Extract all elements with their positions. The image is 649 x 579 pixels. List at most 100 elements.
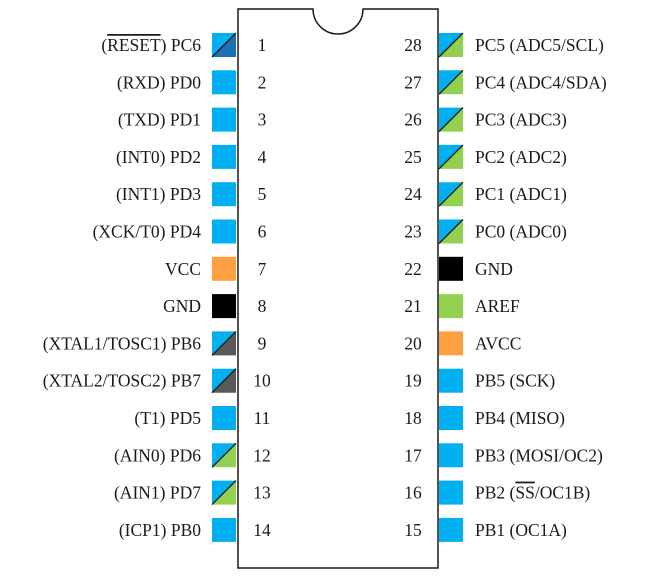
pin-label: PB5 (SCK) (475, 371, 555, 391)
pin-label: VCC (165, 259, 201, 279)
pin-number: 20 (404, 333, 422, 353)
pin-label: (T1) PD5 (134, 408, 201, 428)
pin-marker (211, 32, 237, 58)
pin-label-text: AVCC (475, 333, 521, 353)
pin-marker (438, 219, 464, 244)
pin-number: 10 (253, 371, 271, 391)
pin-marker (212, 107, 236, 132)
pin-number: 6 (258, 222, 267, 242)
pin-marker (212, 256, 236, 281)
pin-marker (211, 442, 237, 468)
pin-label: (AIN1) PD7 (114, 483, 201, 503)
pin-number: 12 (253, 445, 271, 465)
pin-label-text: (AIN1) PD7 (114, 483, 201, 503)
pin-number: 26 (404, 110, 422, 130)
right-pin-row: PC2 (ADC2) 25 (404, 144, 567, 170)
pin-label: PB3 (MOSI/OC2) (475, 445, 603, 465)
right-pin-row: PB1 (OC1A) 15 (404, 517, 567, 542)
pin-marker (438, 69, 464, 95)
pin-marker (439, 331, 463, 356)
right-pin-row: AREF 21 (404, 294, 520, 319)
pin-label-text: PB3 (MOSI/OC2) (475, 445, 603, 465)
left-pin-row: (RXD) PD0 2 (117, 70, 266, 95)
pin-marker (438, 144, 464, 170)
pin-label-text: PC4 (ADC4/SDA) (475, 72, 607, 92)
pin-number: 4 (258, 147, 267, 167)
pin-label-text: PB2 ( (475, 483, 516, 503)
pin-label-text: PC5 (ADC5/SCL) (475, 35, 604, 55)
pin-marker (211, 368, 237, 394)
right-pin-row: PB3 (MOSI/OC2) 17 (404, 443, 603, 468)
pin-label-overline: RESET (107, 35, 161, 55)
pin-label: PB4 (MISO) (475, 408, 565, 428)
left-pin-row: (INT0) PD2 4 (116, 144, 267, 169)
pin-label-text: (XTAL2/TOSC2) PB7 (43, 371, 201, 391)
pin-number: 1 (258, 35, 267, 55)
pin-label-text: (T1) PD5 (134, 408, 201, 428)
pin-label: (ICP1) PB0 (119, 520, 201, 540)
pin-marker (439, 294, 463, 319)
pin-label: AREF (475, 296, 520, 316)
right-pin-row: PC5 (ADC5/SCL) 28 (404, 32, 604, 58)
pin-label: (INT0) PD2 (116, 147, 201, 167)
pin-label-text: PB1 (OC1A) (475, 520, 567, 540)
pin-number: 15 (404, 520, 422, 540)
pin-marker (212, 406, 236, 430)
right-pin-row: PB5 (SCK) 19 (404, 368, 555, 393)
pin-marker (439, 517, 463, 542)
right-pin-row: PB2 (SS/OC1B) 16 (404, 480, 590, 505)
pin-marker (439, 406, 463, 430)
left-pin-row: (INT1) PD3 5 (116, 182, 267, 207)
pin-label-text: PC0 (ADC0) (475, 222, 567, 242)
pin-label-text: AREF (475, 296, 520, 316)
pin-label: PC3 (ADC3) (475, 110, 567, 130)
pin-label-suffix: ) PC6 (161, 35, 202, 55)
left-pin-row: (AIN1) PD7 13 (114, 480, 271, 506)
left-pin-row: (XCK/T0) PD4 6 (93, 219, 267, 244)
pin-marker (212, 144, 236, 169)
pin-marker (212, 70, 236, 95)
pin-label: PB2 (SS/OC1B) (475, 483, 590, 503)
pin-label-text: (XCK/T0) PD4 (93, 222, 202, 242)
pin-label: (RESET) PC6 (101, 35, 201, 55)
pin-number: 24 (404, 184, 422, 204)
left-pin-row: VCC 7 (165, 256, 267, 281)
right-pin-row: PC4 (ADC4/SDA) 27 (404, 69, 607, 95)
right-pin-row: GND 22 (404, 256, 513, 281)
pin-marker (438, 107, 464, 133)
pin-marker (439, 480, 463, 505)
pin-number: 21 (404, 296, 422, 316)
left-pin-row: (T1) PD5 11 (134, 406, 270, 430)
pin-number: 19 (404, 371, 422, 391)
pin-number: 18 (404, 408, 422, 428)
pin-label-text: PB5 (SCK) (475, 371, 555, 391)
right-pin-row: AVCC 20 (404, 331, 521, 356)
pin-label-text: (XTAL1/TOSC1) PB6 (43, 333, 201, 353)
left-pin-row: (XTAL2/TOSC2) PB7 10 (43, 368, 271, 394)
pin-label: PC4 (ADC4/SDA) (475, 72, 607, 92)
pin-marker (211, 330, 237, 356)
pin-label-text: (RXD) PD0 (117, 72, 201, 92)
pin-label-overline: SS (515, 483, 534, 503)
pin-number: 28 (404, 35, 422, 55)
pin-label-text: PC2 (ADC2) (475, 147, 567, 167)
pin-label: (XTAL2/TOSC2) PB7 (43, 371, 201, 391)
right-pin-row: PC3 (ADC3) 26 (404, 107, 567, 133)
pin-number: 11 (254, 408, 271, 428)
pin-marker (439, 256, 463, 281)
pin-label: PC0 (ADC0) (475, 222, 567, 242)
pin-list: (RESET) PC6 1 (RXD) PD0 2 (TXD) PD1 3 (INT0) P… (43, 32, 607, 542)
pin-number: 23 (404, 222, 422, 242)
pin-label-text: (TXD) PD1 (118, 110, 201, 130)
left-pin-row: (RESET) PC6 1 (101, 32, 267, 58)
chip-body-outline (237, 8, 439, 569)
pin-label: (XTAL1/TOSC1) PB6 (43, 333, 201, 353)
pin-number: 17 (404, 445, 422, 465)
pin-label: (AIN0) PD6 (114, 445, 201, 465)
pin-number: 8 (258, 296, 267, 316)
pin-marker (212, 517, 236, 542)
pin-label: (XCK/T0) PD4 (93, 222, 202, 242)
pin-number: 14 (253, 520, 271, 540)
pin-label-text: (INT1) PD3 (116, 184, 201, 204)
